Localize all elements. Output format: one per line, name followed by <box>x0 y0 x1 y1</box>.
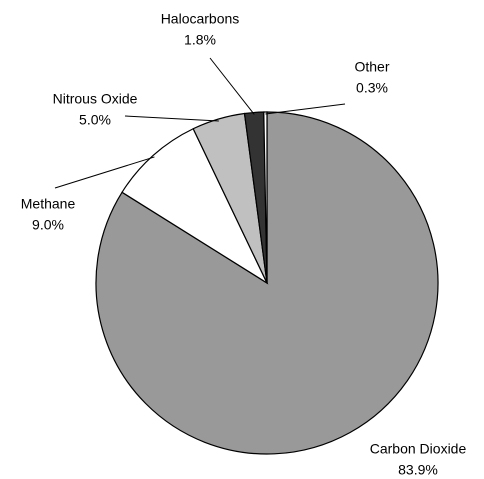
slice-label: Nitrous Oxide <box>53 91 138 107</box>
pie-slice <box>121 127 269 285</box>
slice-label: Methane <box>21 196 76 212</box>
slice-label: Carbon Dioxide <box>370 441 467 457</box>
leader-line <box>54 156 155 189</box>
leader-line <box>124 115 219 122</box>
slice-value-label: 9.0% <box>32 217 64 233</box>
leader-line <box>209 57 255 115</box>
pie-slice <box>263 111 268 284</box>
slice-label: Halocarbons <box>161 11 240 27</box>
slice-label: Other <box>354 59 389 75</box>
slice-value-label: 0.3% <box>356 80 388 96</box>
slice-value-label: 5.0% <box>79 112 111 128</box>
slice-value-label: 83.9% <box>398 462 438 478</box>
pie-slice <box>95 111 439 455</box>
slice-value-label: 1.8% <box>184 32 216 48</box>
leader-line <box>265 103 346 115</box>
